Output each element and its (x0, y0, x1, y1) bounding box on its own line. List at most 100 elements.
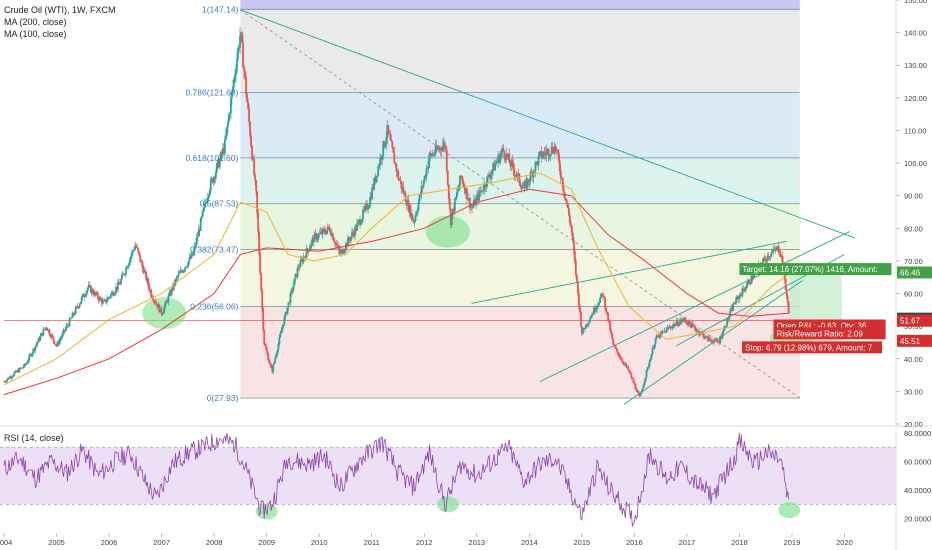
candle-body (541, 156, 544, 158)
candle-body (36, 342, 39, 345)
target-label-box (739, 263, 892, 276)
candle-body (552, 152, 555, 154)
candle-body (253, 159, 256, 176)
candle-body (334, 243, 337, 245)
candle-body (189, 256, 192, 259)
candle-body (587, 323, 589, 326)
candle-body (371, 187, 374, 200)
candle-body (405, 201, 408, 206)
candle-body (506, 153, 509, 158)
candle-body (526, 179, 529, 189)
candle-body (511, 160, 514, 164)
candle-body (321, 228, 324, 235)
candle-body (481, 190, 483, 192)
candle-body (638, 393, 641, 397)
candle-body (98, 297, 101, 301)
candle-body (603, 297, 606, 298)
candle-body (767, 255, 770, 259)
candle-body (538, 152, 541, 156)
candle-body (335, 243, 338, 246)
candle-body (559, 170, 562, 178)
candle-body (251, 146, 254, 160)
candle-body (470, 207, 472, 209)
candle-body (40, 333, 43, 336)
candle-body (590, 316, 592, 319)
candle-body (232, 86, 234, 92)
candle-body (363, 209, 365, 211)
candle-body (633, 382, 636, 384)
candle-body (378, 165, 381, 167)
candle-body (258, 231, 261, 254)
candle-body (554, 146, 557, 150)
candle-body (459, 175, 462, 177)
candle-body (289, 293, 292, 304)
candle-body (306, 248, 309, 251)
candle-body (567, 207, 570, 216)
candle-body (691, 323, 694, 326)
candle-body (38, 338, 41, 341)
candle-body (635, 388, 638, 392)
candle-body (211, 178, 214, 183)
candle-body (643, 381, 646, 385)
candle-body (278, 337, 281, 344)
candle-body (543, 152, 546, 154)
candle-body (728, 315, 731, 320)
candle-body (254, 175, 257, 181)
candle-body (136, 247, 139, 248)
candle-body (669, 326, 672, 328)
candle-body (63, 330, 66, 332)
candle-body (777, 246, 780, 252)
candle-body (95, 292, 98, 295)
candle-body (114, 292, 116, 295)
candle-body (576, 281, 579, 294)
candle-body (627, 366, 630, 371)
candle-body (178, 272, 181, 274)
ma200-line (3, 188, 790, 396)
candle-body (419, 194, 422, 196)
candle-body (764, 258, 767, 261)
candle-body (512, 163, 515, 170)
candle-body (35, 344, 38, 347)
candle-body (120, 279, 122, 285)
candle-body (483, 183, 485, 191)
candle-body (415, 212, 418, 216)
candle-body (245, 77, 247, 95)
candle-body (155, 303, 158, 304)
candle-body (563, 192, 566, 198)
candle-body (454, 197, 457, 199)
candle-body (787, 302, 790, 314)
candle-body (16, 370, 19, 373)
candle-body (48, 329, 51, 335)
candle-body (653, 344, 656, 349)
candle-body (727, 318, 730, 320)
candle-body (784, 278, 787, 290)
candles (3, 27, 790, 398)
rsi-band (0, 447, 896, 505)
candle-body (441, 146, 444, 152)
candle-body (280, 330, 283, 334)
candle-body (336, 245, 339, 247)
candle-body (592, 313, 594, 315)
candle-body (662, 331, 665, 333)
candle-body (406, 199, 409, 206)
candle-body (562, 187, 565, 193)
candle-body (339, 251, 342, 254)
candle-body (425, 168, 428, 177)
candle-body (152, 298, 155, 301)
candle-body (422, 181, 425, 187)
candle-body (413, 220, 416, 223)
candle-body (607, 312, 610, 322)
candle-body (726, 318, 729, 327)
candle-body (163, 306, 166, 312)
candle-body (187, 260, 190, 266)
candle-body (400, 181, 403, 189)
candle-body (370, 197, 373, 200)
candle-body (376, 175, 379, 177)
candle-body (508, 154, 511, 163)
x-tick-label: 2009 (258, 538, 275, 547)
candle-body (485, 186, 488, 188)
x-tick-label: 2018 (731, 538, 748, 547)
candle-body (478, 190, 480, 201)
candle-body (519, 183, 522, 186)
